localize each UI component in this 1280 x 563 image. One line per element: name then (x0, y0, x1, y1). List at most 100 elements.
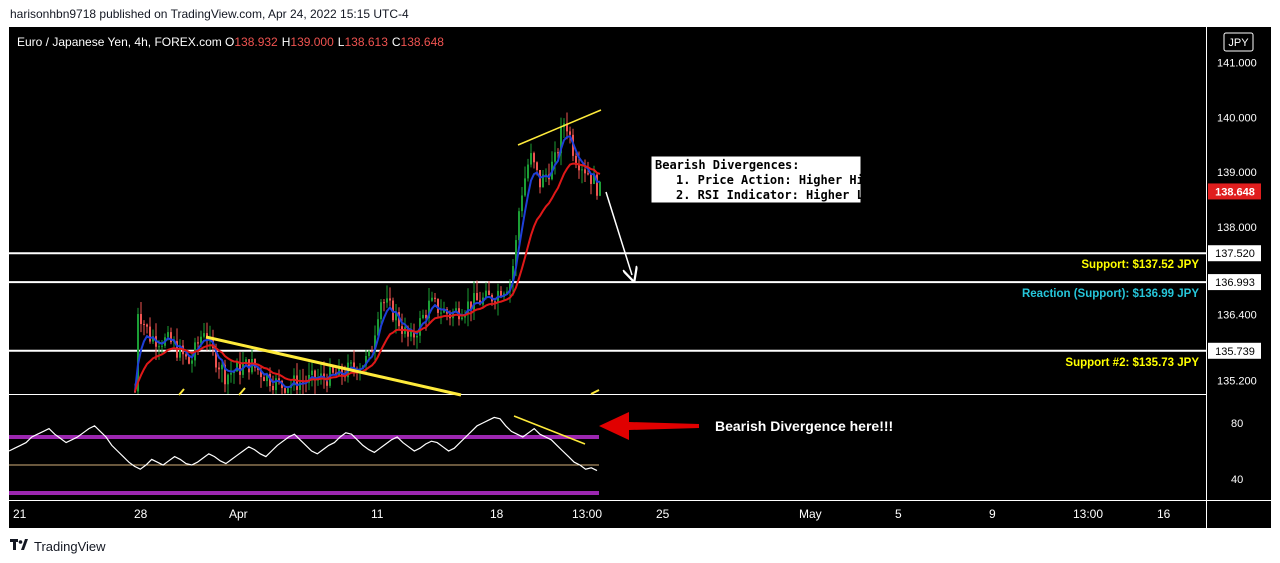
candle-body[interactable] (416, 335, 418, 338)
time-axis[interactable]: 21 28 Apr 11 18 13:00 25 May 5 9 13:00 16 (13, 507, 1171, 521)
candle-body[interactable] (557, 152, 559, 154)
descending-trendline[interactable] (205, 335, 462, 397)
candle-body[interactable] (575, 155, 577, 165)
candle-body[interactable] (203, 333, 205, 337)
candle-body[interactable] (593, 174, 595, 184)
candle-body[interactable] (218, 367, 220, 370)
candle-body[interactable] (230, 373, 232, 375)
candle-body[interactable] (524, 178, 526, 196)
candle-body[interactable] (275, 378, 277, 391)
candle-body[interactable] (236, 361, 238, 372)
candle-body[interactable] (167, 332, 169, 338)
candle-body[interactable] (410, 331, 412, 337)
candle-body[interactable] (338, 366, 340, 376)
candle-body[interactable] (284, 388, 286, 393)
candle-body[interactable] (191, 360, 193, 364)
ema-slow-line[interactable] (134, 162, 601, 392)
candle-body[interactable] (287, 388, 289, 393)
candle-body[interactable] (500, 290, 502, 297)
candle-body[interactable] (533, 153, 535, 163)
candle-body[interactable] (599, 181, 601, 196)
candle-body[interactable] (395, 312, 397, 321)
candle-body[interactable] (149, 326, 151, 342)
candle-body[interactable] (389, 298, 391, 301)
candle-body[interactable] (368, 351, 370, 356)
candle-body[interactable] (554, 152, 556, 162)
candle-body[interactable] (260, 369, 262, 378)
candle-body[interactable] (161, 345, 163, 347)
annotation-box[interactable]: Bearish Divergences: 1. Price Action: Hi… (650, 155, 879, 204)
candle-body[interactable] (566, 123, 568, 132)
candle-body[interactable] (437, 298, 439, 313)
candle-body[interactable] (263, 377, 265, 382)
candle-body[interactable] (398, 312, 400, 327)
candle-body[interactable] (146, 324, 148, 327)
candle-body[interactable] (371, 351, 373, 353)
price-pane[interactable] (9, 27, 1207, 394)
candle-body[interactable] (521, 195, 523, 212)
currency-badge[interactable]: JPY (1223, 32, 1254, 52)
candle-body[interactable] (581, 169, 583, 171)
candle-body[interactable] (407, 327, 409, 337)
candle-body[interactable] (221, 364, 223, 370)
rsi-pane[interactable] (9, 416, 599, 495)
candle-body[interactable] (386, 298, 388, 303)
candle-body[interactable] (134, 391, 136, 393)
candle-body[interactable] (596, 174, 598, 196)
candle-body[interactable] (584, 169, 586, 174)
candle-body[interactable] (455, 308, 457, 312)
projection-arrow[interactable] (605, 191, 632, 275)
candle-body[interactable] (485, 290, 487, 298)
candle-body[interactable] (197, 342, 199, 344)
candle-body[interactable] (200, 336, 202, 344)
candle-body[interactable] (431, 297, 433, 301)
candle-body[interactable] (353, 362, 355, 369)
candle-body[interactable] (590, 174, 592, 184)
ema-fast-line[interactable] (134, 135, 600, 392)
candle-body[interactable] (311, 370, 313, 375)
candle-body[interactable] (443, 309, 445, 313)
candle-body[interactable] (227, 374, 229, 385)
candle-body[interactable] (506, 291, 508, 294)
candle-body[interactable] (512, 266, 514, 284)
candle-body[interactable] (245, 359, 247, 364)
candle-body[interactable] (314, 370, 316, 381)
candle-body[interactable] (473, 293, 475, 310)
candle-body[interactable] (299, 382, 301, 390)
candle-body[interactable] (257, 367, 259, 370)
candle-body[interactable] (542, 174, 544, 188)
candle-body[interactable] (278, 378, 280, 381)
candle-body[interactable] (179, 345, 181, 358)
candle-body[interactable] (560, 127, 562, 154)
candle-body[interactable] (374, 335, 376, 352)
candle-body[interactable] (536, 162, 538, 170)
candle-body[interactable] (296, 375, 298, 390)
candle-body[interactable] (377, 319, 379, 336)
candle-body[interactable] (272, 385, 274, 391)
candle-body[interactable] (470, 301, 472, 310)
candle-body[interactable] (323, 373, 325, 379)
candle-body[interactable] (380, 302, 382, 320)
candle-body[interactable] (440, 312, 442, 314)
candle-body[interactable] (383, 302, 385, 304)
candle-body[interactable] (527, 164, 529, 179)
candle-body[interactable] (413, 331, 415, 338)
candle-body[interactable] (158, 346, 160, 348)
candle-body[interactable] (215, 348, 217, 368)
price-axis[interactable]: 141.000 140.000 139.000 138.000 136.400 135.2… (1208, 58, 1261, 388)
candle-body[interactable] (326, 378, 328, 386)
candle-body[interactable] (170, 332, 172, 343)
candle-body[interactable] (494, 301, 496, 303)
candle-body[interactable] (365, 355, 367, 366)
candle-body[interactable] (332, 367, 334, 373)
candle-body[interactable] (461, 317, 463, 320)
candle-body[interactable] (137, 314, 139, 392)
candle-body[interactable] (425, 314, 427, 319)
candle-body[interactable] (188, 356, 190, 364)
candle-body[interactable] (143, 324, 145, 326)
candle-body[interactable] (476, 293, 478, 301)
candle-body[interactable] (428, 300, 430, 319)
candle-body[interactable] (266, 373, 268, 382)
candle-body[interactable] (239, 361, 241, 375)
candle-body[interactable] (569, 131, 571, 135)
